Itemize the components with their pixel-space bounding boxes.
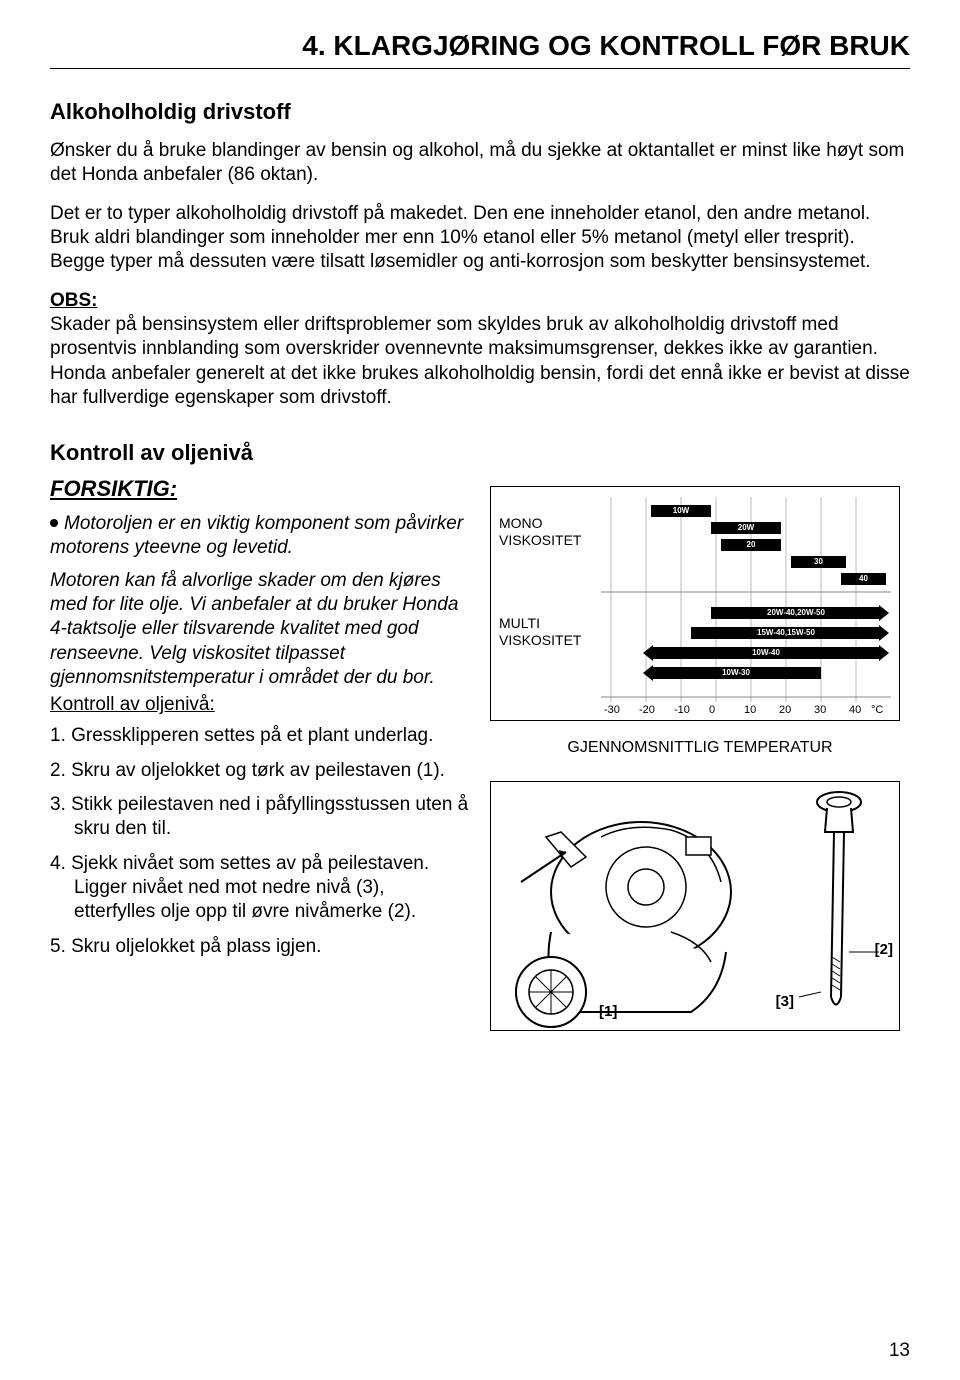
unit-label: °C xyxy=(871,704,883,716)
bullet-1: Motoroljen er en viktig komponent som på… xyxy=(50,512,470,561)
section1-para2: Det er to typer alkoholholdig drivstoff … xyxy=(50,202,910,275)
step-5: 5. Skru oljelokket på plass igjen. xyxy=(50,935,470,959)
page-number: 13 xyxy=(889,1340,910,1362)
tick-0: -30 xyxy=(604,704,620,716)
mono-bar-0: 10W xyxy=(651,505,711,517)
multi-bar-0: 20W-40,20W-50 xyxy=(711,607,881,619)
obs-label: OBS: xyxy=(50,289,910,313)
section1-para3: Skader på bensinsystem eller driftsprobl… xyxy=(50,314,910,408)
marker-1: [1] xyxy=(599,1003,617,1020)
bullet-1-text: Motoroljen er en viktig komponent som på… xyxy=(50,513,463,558)
viscosity-chart: MONOVISKOSITET MULTIVISKOSITET 10W20W203… xyxy=(490,486,900,721)
marker-3: [3] xyxy=(776,993,794,1010)
mono-bar-2: 20 xyxy=(721,539,781,551)
bullet-icon xyxy=(50,519,58,527)
mono-bar-4: 40 xyxy=(841,573,886,585)
engine-illustration: [1] [2] [3] xyxy=(490,781,900,1031)
chart-grid xyxy=(491,487,901,722)
multi-bar-3: 10W-30 xyxy=(651,667,821,679)
mono-bar-3: 30 xyxy=(791,556,846,568)
tick-1: -20 xyxy=(639,704,655,716)
tick-3: 0 xyxy=(709,704,715,716)
step-4: 4. Sjekk nivået som settes av på peilest… xyxy=(50,852,470,925)
tick-6: 30 xyxy=(814,704,826,716)
tick-2: -10 xyxy=(674,704,690,716)
tick-7: 40 xyxy=(849,704,861,716)
step-3: 3. Stikk peilestaven ned i påfyllingsstu… xyxy=(50,793,470,842)
section1-obs: OBS: Skader på bensinsystem eller drifts… xyxy=(50,289,910,411)
chart-caption: GJENNOMSNITTLIG TEMPERATUR xyxy=(490,739,910,757)
mono-bar-1: 20W xyxy=(711,522,781,534)
tick-5: 20 xyxy=(779,704,791,716)
section1-heading: Alkoholholdig drivstoff xyxy=(50,99,910,125)
dipstick-drawing xyxy=(779,782,899,1032)
multi-bar-1: 15W-40,15W-50 xyxy=(691,627,881,639)
bullet-2: Motoren kan få alvorlige skader om den k… xyxy=(50,569,470,691)
forsiktig-label: FORSIKTIG: xyxy=(50,476,470,502)
step-2: 2. Skru av oljelokket og tørk av peilest… xyxy=(50,759,470,783)
section2-heading: Kontroll av oljenivå xyxy=(50,440,910,466)
section1-para1: Ønsker du å bruke blandinger av bensin o… xyxy=(50,139,910,188)
bullet-2-text: Motoren kan få alvorlige skader om den k… xyxy=(50,570,458,688)
engine-drawing xyxy=(491,782,771,1032)
multi-bar-2: 10W-40 xyxy=(651,647,881,659)
tick-4: 10 xyxy=(744,704,756,716)
step-1: 1. Gressklipperen settes på et plant und… xyxy=(50,724,470,748)
steps-list: 1. Gressklipperen settes på et plant und… xyxy=(50,724,470,959)
page-title: 4. KLARGJØRING OG KONTROLL FØR BRUK xyxy=(50,30,910,69)
sub-heading: Kontroll av oljenivå: xyxy=(50,694,470,716)
marker-2: [2] xyxy=(875,941,893,958)
